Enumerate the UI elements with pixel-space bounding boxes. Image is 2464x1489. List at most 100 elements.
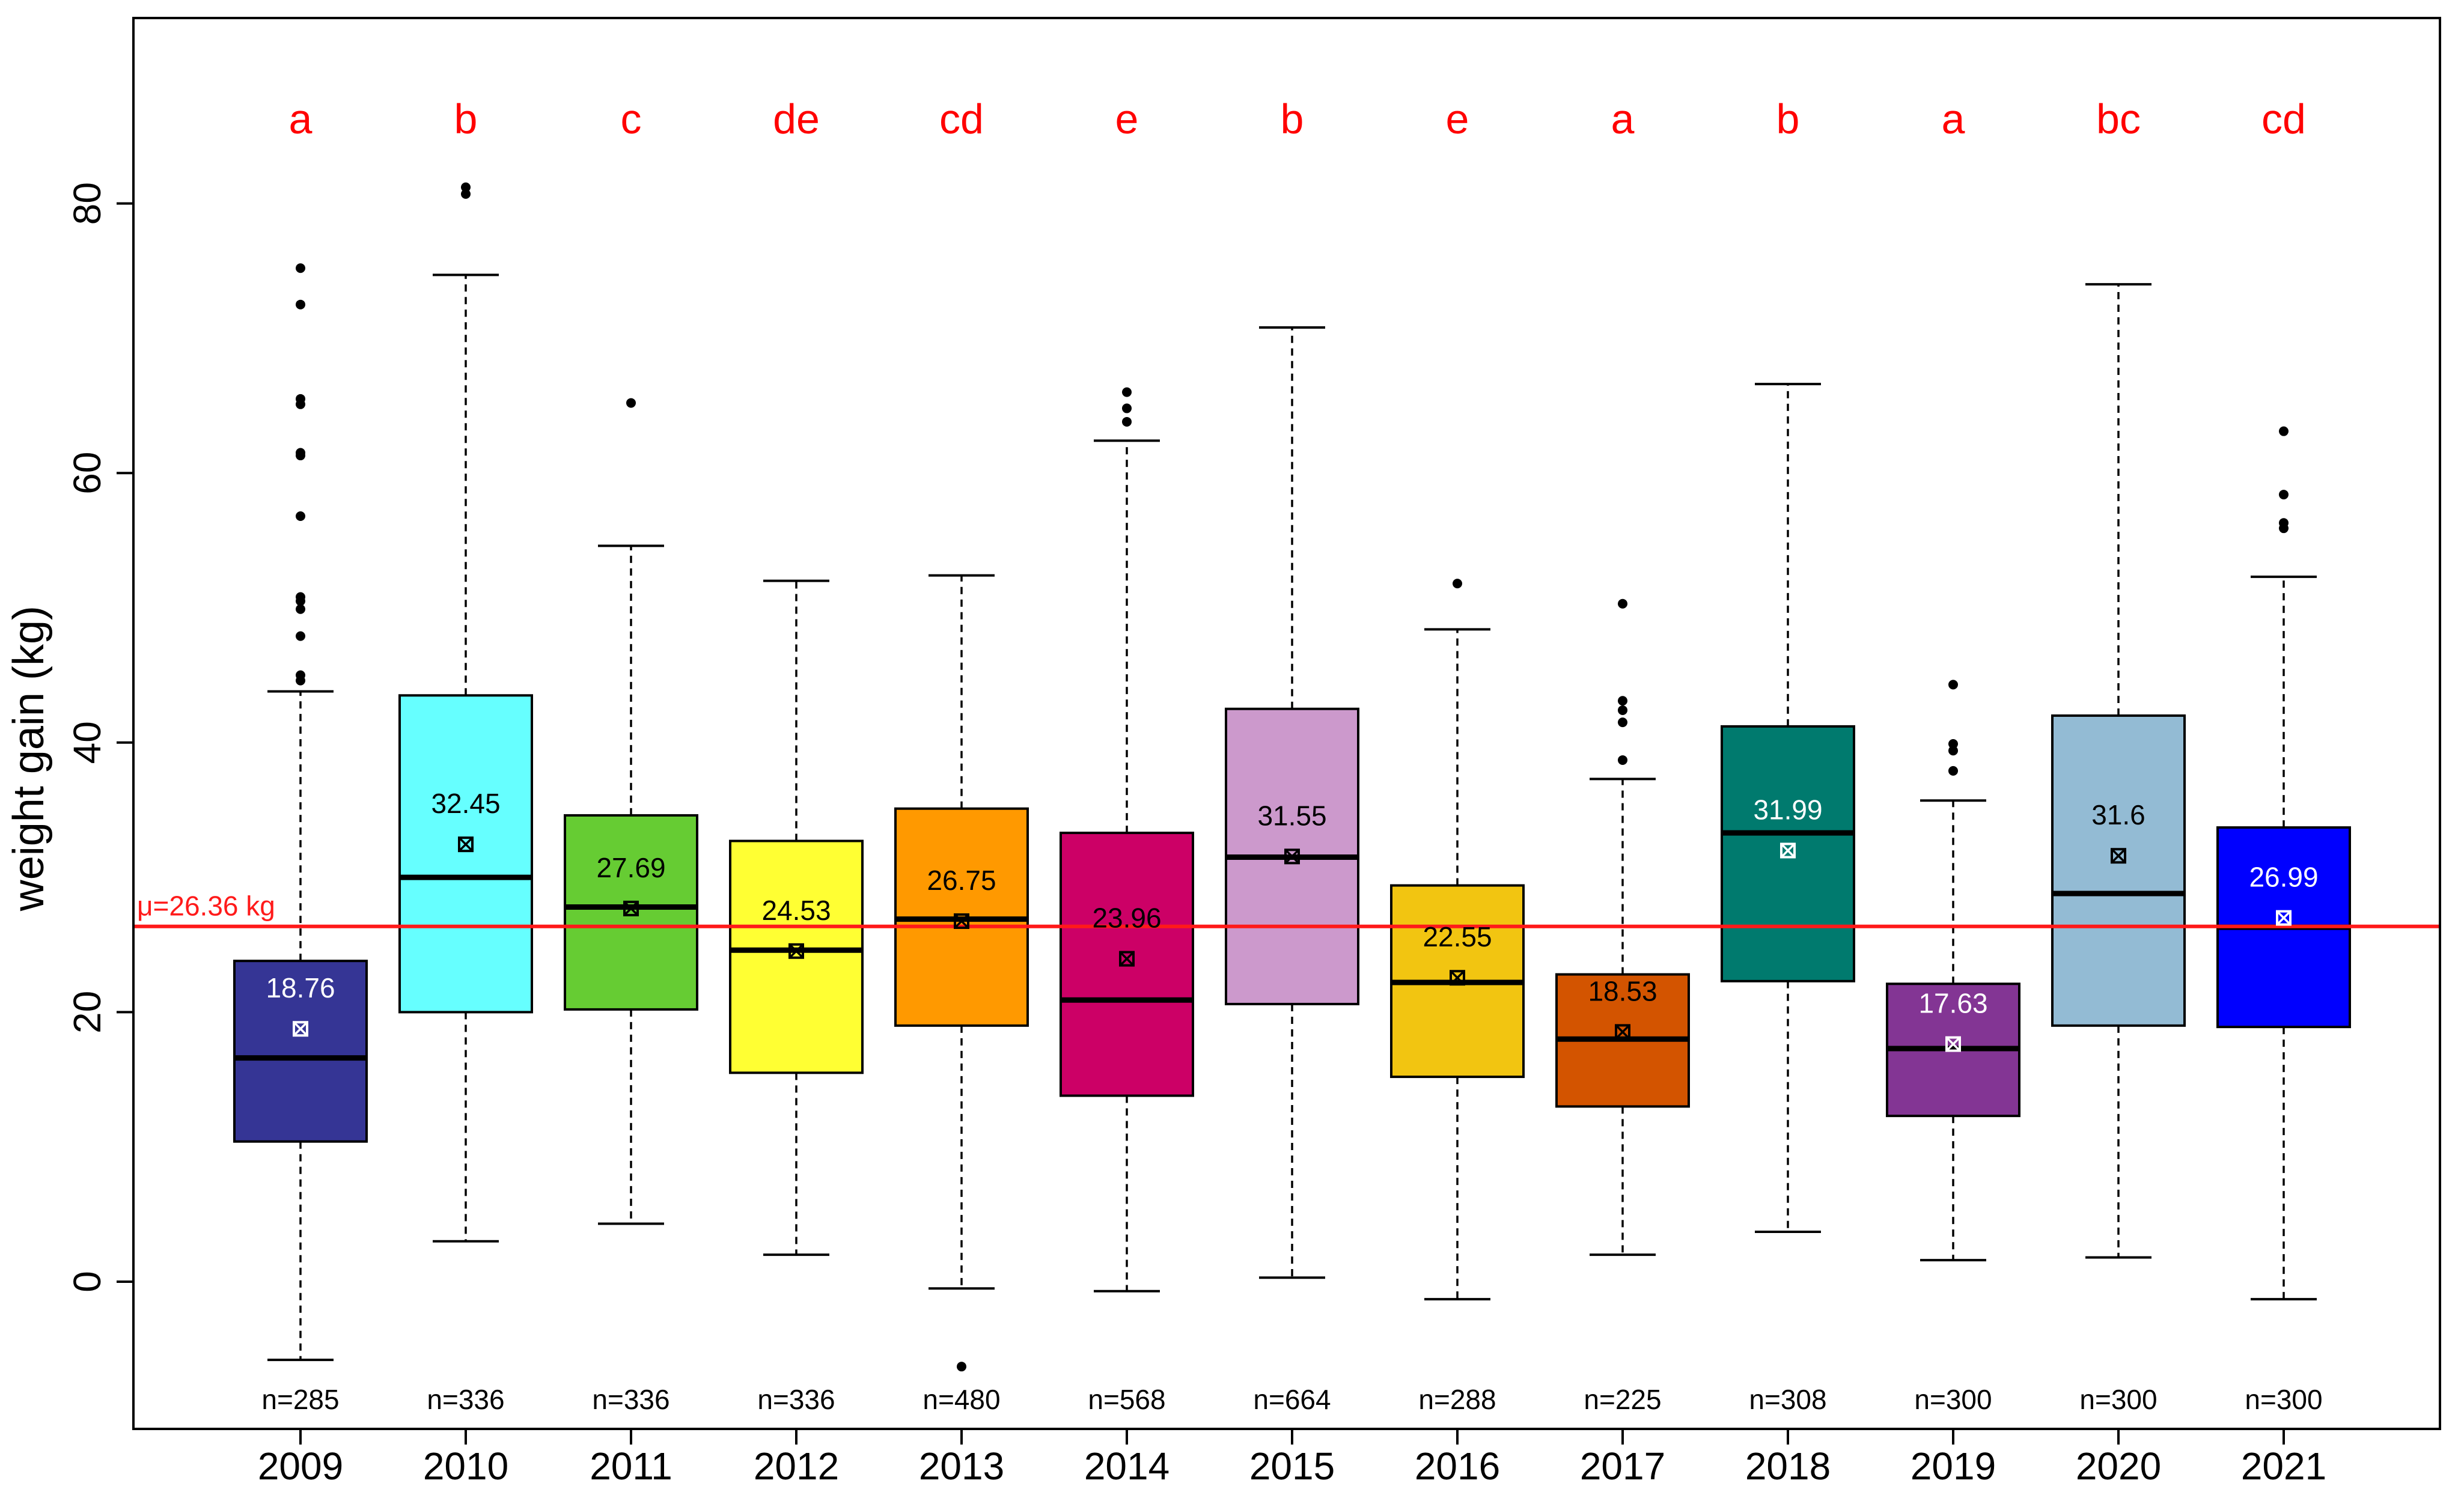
mean-marker-square	[2111, 848, 2126, 864]
x-tick-label: 2012	[754, 1445, 839, 1488]
mean-value-label: 18.76	[266, 972, 335, 1003]
outlier-point	[1618, 717, 1627, 728]
x-tick-label: 2011	[590, 1445, 672, 1488]
y-tick-label: 0	[66, 1271, 109, 1293]
outlier-point	[461, 189, 471, 199]
x-tick-label: 2016	[1415, 1445, 1500, 1488]
outlier-point	[1948, 746, 1958, 756]
mean-value-label: 17.63	[1918, 988, 1987, 1019]
mean-value-label: 31.99	[1753, 794, 1822, 825]
x-tick-label: 2020	[2076, 1445, 2161, 1488]
mean-marker-square	[1780, 842, 1796, 859]
significance-letter: cd	[939, 96, 984, 142]
x-tick-label: 2015	[1249, 1445, 1335, 1488]
mean-marker-cross	[293, 1021, 308, 1037]
outlier-point	[296, 670, 305, 680]
sample-size-label: n=225	[1584, 1384, 1661, 1415]
plot-frame	[132, 17, 2441, 1430]
mean-marker	[1945, 1036, 1961, 1052]
mean-marker-square	[788, 943, 804, 959]
mean-marker	[788, 943, 804, 959]
outlier-point	[1122, 403, 1132, 413]
outlier-point	[296, 448, 305, 458]
mean-marker	[623, 900, 639, 916]
outlier-point	[1948, 680, 1958, 690]
mean-marker	[954, 913, 969, 929]
mean-marker-square	[293, 1021, 308, 1037]
sample-size-label: n=336	[592, 1384, 669, 1415]
box-2009	[233, 960, 368, 1143]
sample-size-label: n=336	[427, 1384, 504, 1415]
mean-marker-cross	[2111, 848, 2126, 863]
mean-marker	[293, 1021, 308, 1037]
outlier-point	[1618, 705, 1627, 715]
mean-marker-cross	[1945, 1037, 1961, 1052]
sample-size-label: n=300	[1914, 1384, 1992, 1415]
mean-value-label: 31.6	[2091, 799, 2145, 830]
outlier-point	[1618, 598, 1627, 609]
mean-marker-cross	[458, 836, 474, 852]
whiskers	[267, 273, 2317, 1362]
outlier-point	[957, 1362, 966, 1372]
y-tick-label: 80	[66, 182, 109, 225]
box-labels: 18.76 a n=285 32.45 b n=336 27.69 c n=336 24.53 de…	[261, 96, 2322, 1415]
mean-marker-square	[458, 836, 474, 853]
x-tick-label: 2019	[1911, 1445, 1996, 1488]
significance-letter: de	[773, 96, 820, 142]
mean-marker-cross	[1780, 843, 1796, 858]
x-tick-label: 2013	[919, 1445, 1004, 1488]
mean-marker	[458, 836, 474, 853]
mean-marker-cross	[1284, 849, 1300, 864]
significance-letter: e	[1446, 96, 1469, 142]
mean-value-label: 24.53	[761, 895, 831, 926]
mean-marker	[1615, 1024, 1630, 1040]
significance-letter: bc	[2096, 96, 2141, 142]
sample-size-label: n=308	[1749, 1384, 1826, 1415]
mean-marker	[2276, 910, 2292, 926]
sample-size-label: n=300	[2079, 1384, 2157, 1415]
outlier-point	[1948, 766, 1958, 776]
y-axis: 0 20 40 60 80	[66, 182, 133, 1293]
outlier-point	[296, 631, 305, 641]
mean-marker-square	[1450, 970, 1465, 986]
outlier-point	[1948, 739, 1958, 749]
mean-value-label: 26.75	[927, 865, 996, 896]
box-2012	[729, 839, 864, 1074]
x-tick-label: 2021	[2241, 1445, 2326, 1488]
sample-size-label: n=285	[261, 1384, 339, 1415]
significance-letter: a	[1611, 96, 1635, 142]
mean-marker	[1450, 970, 1465, 986]
significance-letter: cd	[2261, 96, 2306, 142]
outlier-point	[2279, 426, 2289, 436]
mean-marker	[1284, 848, 1300, 865]
box-2011	[564, 814, 698, 1011]
mean-value-label: 18.53	[1588, 975, 1657, 1006]
x-axis: 2009 2010 2011 2012 2013 2014 2015 2016 2017 2018…	[258, 1429, 2326, 1488]
mean-marker-square	[623, 900, 639, 916]
mean-marker-cross	[788, 943, 804, 959]
mean-marker-square	[1615, 1024, 1630, 1040]
outlier-point	[1453, 579, 1462, 589]
mean-marker-cross	[623, 901, 639, 916]
sample-size-label: n=664	[1253, 1384, 1331, 1415]
sample-size-label: n=300	[2245, 1384, 2322, 1415]
mean-marker-cross	[954, 913, 969, 929]
outlier-point	[296, 604, 305, 614]
x-tick-label: 2018	[1745, 1445, 1831, 1488]
mean-marker	[1119, 951, 1135, 967]
significance-letter: b	[454, 96, 478, 142]
significance-letter: a	[289, 96, 313, 142]
outlier-point	[296, 592, 305, 602]
x-tick-label: 2009	[258, 1445, 343, 1488]
outlier-point	[461, 182, 471, 192]
y-tick-label: 20	[66, 991, 109, 1034]
box-2018	[1721, 725, 1855, 982]
y-axis-label: weight gain (kg)	[5, 606, 53, 912]
mean-marker-square	[1945, 1036, 1961, 1052]
sample-size-label: n=480	[922, 1384, 1000, 1415]
x-tick-label: 2010	[423, 1445, 508, 1488]
outlier-point	[296, 394, 305, 404]
x-tick-label: 2017	[1580, 1445, 1665, 1488]
mean-marker-square	[1119, 951, 1135, 967]
